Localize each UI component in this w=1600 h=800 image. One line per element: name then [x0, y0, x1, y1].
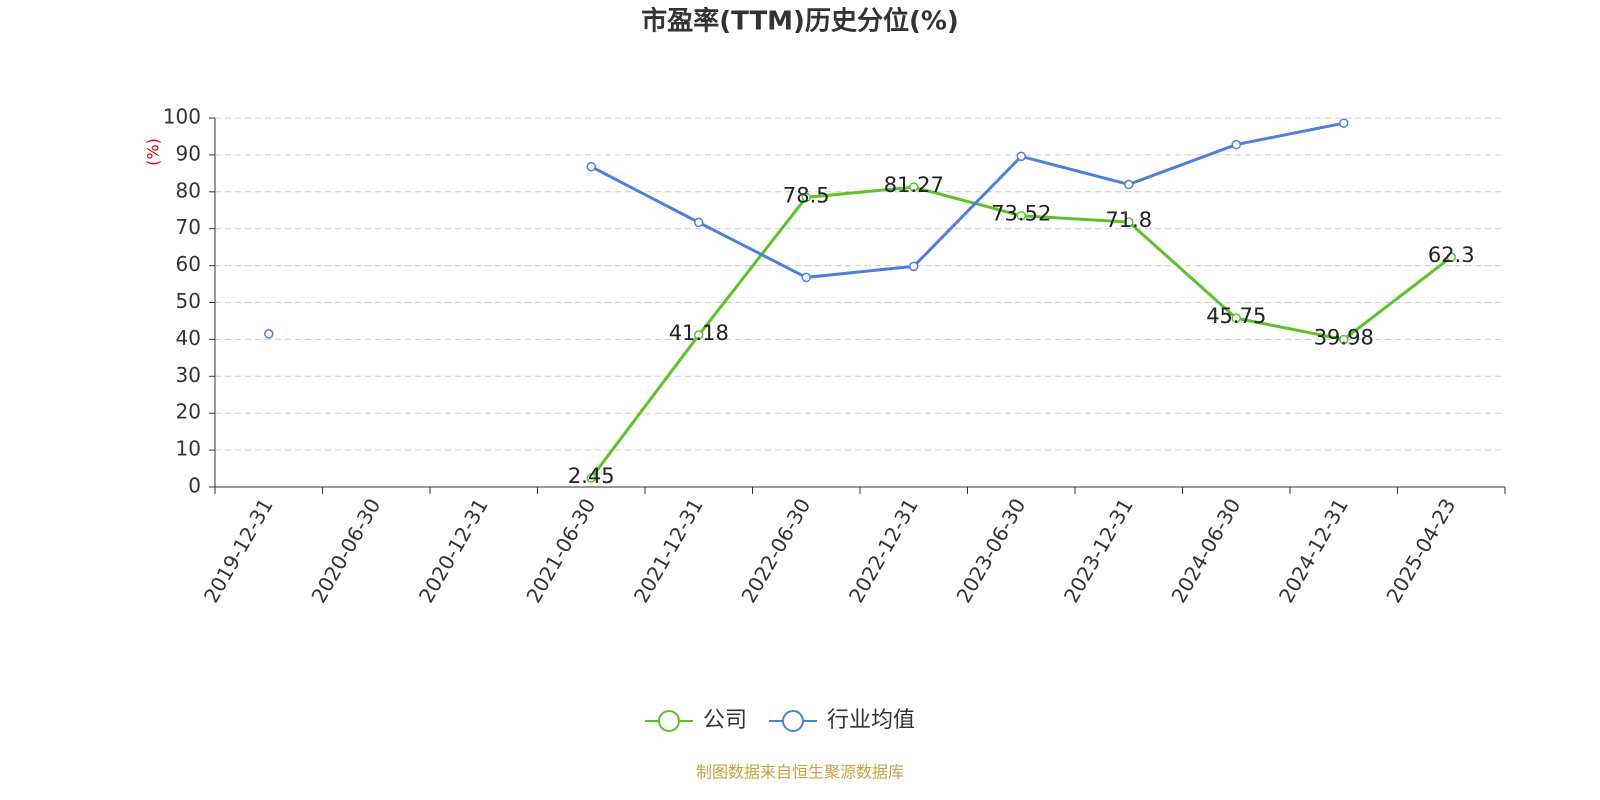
point [909, 261, 919, 272]
data-label: 39.98 [1314, 325, 1374, 349]
chart-title: 市盈率(TTM)历史分位(%) [641, 6, 959, 37]
legend-label[interactable]: 公司 [703, 708, 747, 733]
point [1016, 151, 1026, 162]
y-tick-label: 70 [176, 215, 201, 239]
point [1231, 139, 1241, 150]
x-tick-label: 2025-04-23 [1381, 494, 1460, 607]
y-tick-label: 0 [188, 474, 201, 498]
x-tick-label: 2024-12-31 [1274, 494, 1353, 607]
point [586, 473, 596, 483]
data-label: 73.52 [991, 202, 1051, 226]
legend-label[interactable]: 行业均值 [827, 708, 915, 733]
series-line [590, 121, 1345, 279]
point [1339, 334, 1349, 345]
data-label: 45.75 [1206, 304, 1266, 328]
y-tick-label: 80 [176, 178, 201, 202]
point [1124, 217, 1134, 227]
point [694, 217, 704, 228]
point [586, 161, 596, 172]
y-tick-label: 90 [176, 141, 201, 165]
point [1339, 118, 1349, 128]
y-tick-label: 10 [176, 437, 201, 461]
y-tick-label: 50 [176, 289, 201, 313]
legend-icon[interactable] [782, 710, 805, 732]
x-tick-label: 2019-12-31 [199, 494, 278, 607]
data-label: 71.8 [1105, 208, 1152, 232]
point [1124, 179, 1134, 190]
source-note: 制图数据来自恒生聚源数据库 [696, 763, 904, 782]
x-tick-label: 2024-06-30 [1166, 494, 1245, 607]
legend-icon[interactable] [658, 710, 680, 732]
x-tick-label: 2022-12-31 [844, 494, 923, 607]
x-tick-label: 2021-06-30 [521, 494, 600, 607]
y-tick-label: 30 [176, 363, 201, 387]
y-axis-label: (%) [144, 138, 163, 166]
point [909, 182, 919, 192]
x-tick-label: 2023-06-30 [951, 494, 1030, 607]
data-label: 41.18 [669, 321, 729, 345]
point [1231, 313, 1241, 323]
point [264, 329, 274, 339]
point [694, 330, 704, 340]
y-tick-label: 40 [176, 326, 201, 350]
data-label: 78.5 [783, 183, 830, 207]
x-tick-label: 2021-12-31 [629, 494, 708, 607]
y-tick-label: 20 [176, 400, 201, 424]
point [1016, 210, 1026, 221]
x-tick-label: 2023-12-31 [1059, 494, 1138, 607]
data-label: 81.27 [884, 173, 944, 197]
point [801, 272, 811, 283]
y-tick-label: 100 [163, 105, 201, 129]
x-tick-label: 2020-06-30 [306, 494, 385, 607]
point [801, 192, 811, 203]
point [1446, 252, 1456, 262]
x-tick-label: 2022-06-30 [736, 494, 815, 607]
data-label: 62.3 [1428, 243, 1475, 267]
data-label: 2.45 [568, 464, 615, 488]
y-tick-label: 60 [176, 252, 201, 276]
x-tick-label: 2020-12-31 [414, 494, 493, 607]
